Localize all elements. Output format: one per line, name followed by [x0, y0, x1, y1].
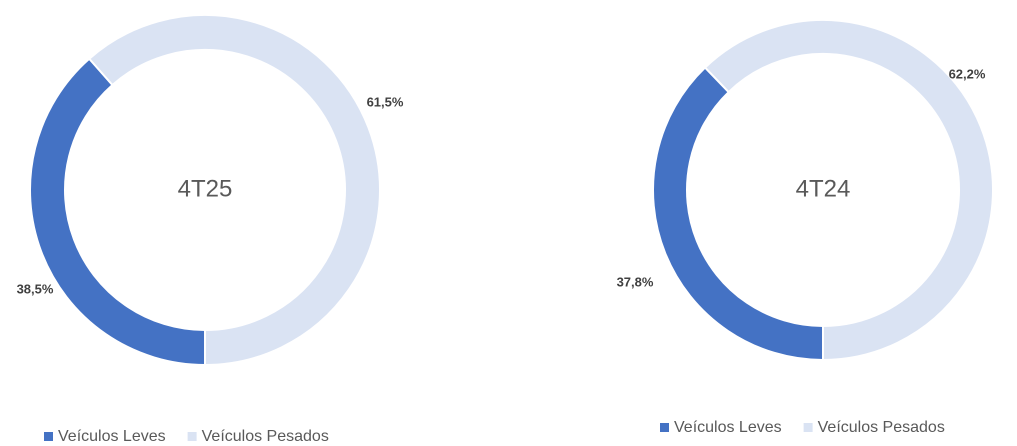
donut-segment [703, 19, 994, 362]
legend-swatch [44, 432, 53, 441]
legend-label: Veículos Leves [674, 419, 782, 436]
donut-segment [87, 14, 381, 367]
value-label: 61,5% [367, 94, 404, 109]
legend-swatch [660, 423, 669, 432]
legend-swatch [187, 432, 197, 441]
legend-label: Veículos Leves [58, 428, 166, 445]
donut-segment [652, 66, 824, 362]
legend-label: Veículos Pesados [818, 419, 945, 436]
value-label: 62,2% [949, 66, 986, 81]
value-label: 38,5% [17, 281, 54, 296]
donut-segment [29, 57, 206, 367]
legend-label: Veículos Pesados [202, 428, 329, 445]
legend-swatch [803, 423, 813, 432]
value-label: 37,8% [617, 274, 654, 289]
center-label: 4T25 [178, 175, 233, 202]
center-label: 4T24 [796, 175, 851, 202]
